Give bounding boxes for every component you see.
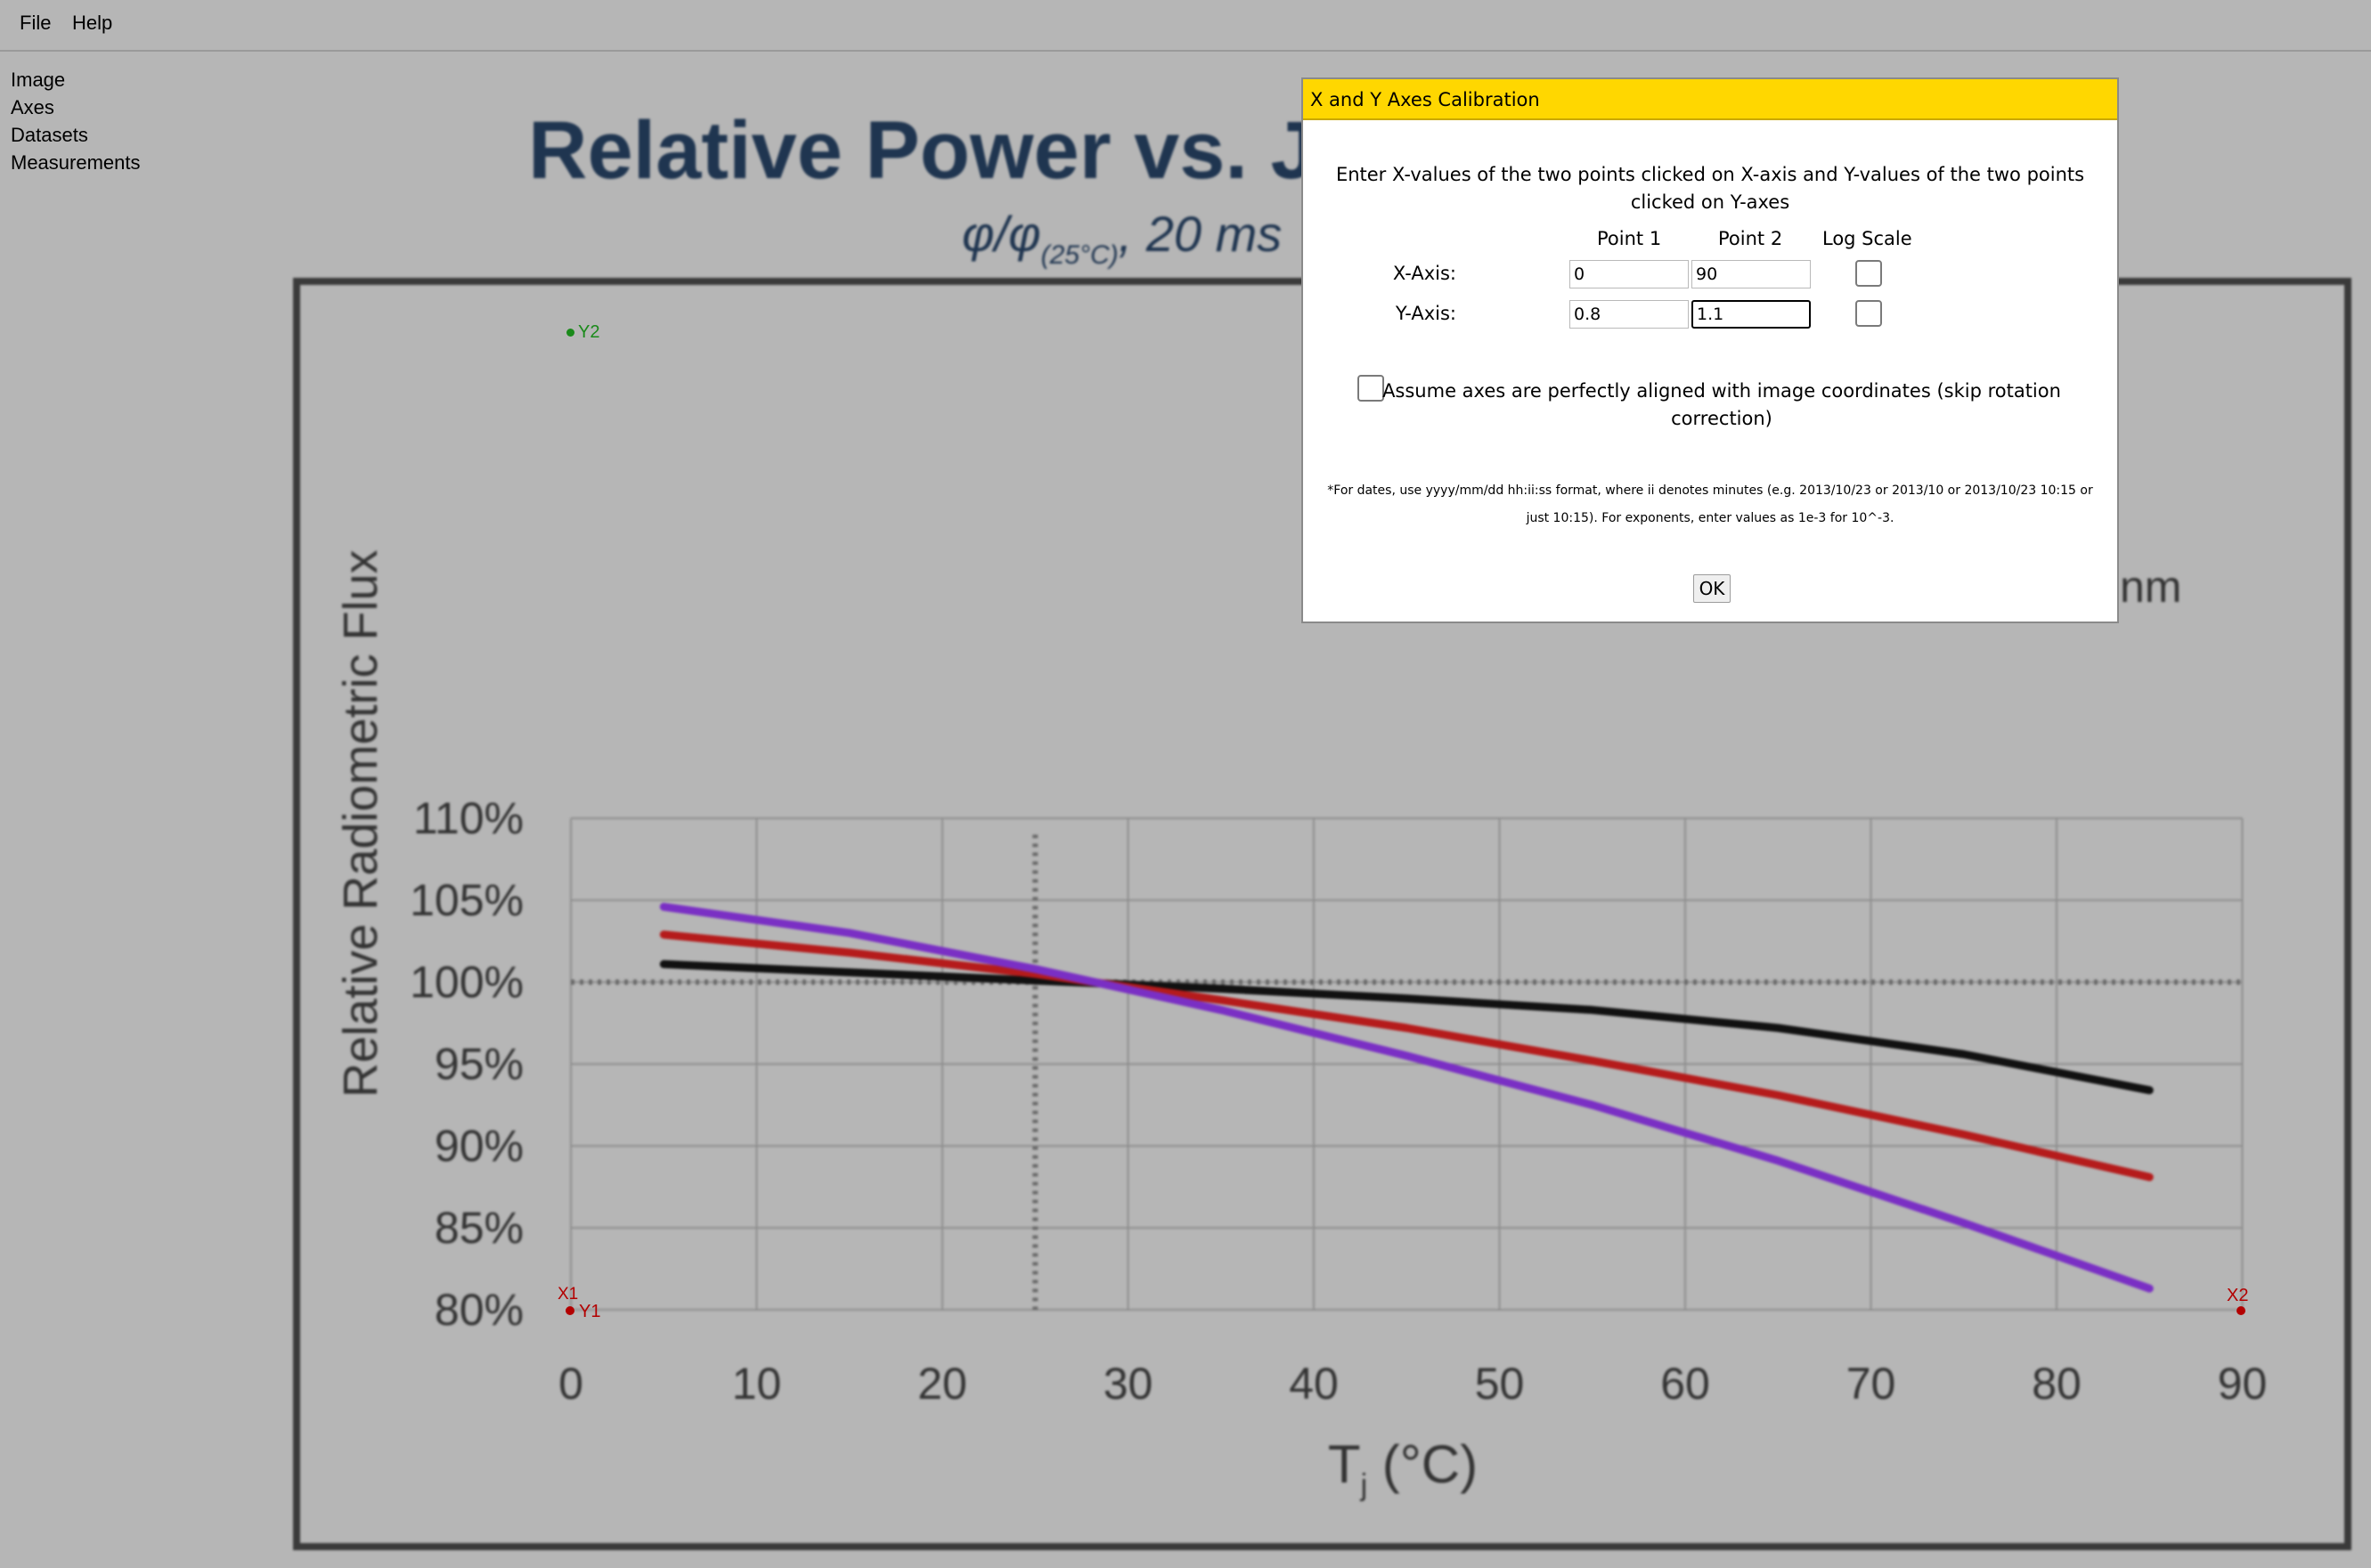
y-tick-label: 80% [435,1285,524,1335]
plot-xlabel-t: T [1328,1434,1361,1494]
plot-curves [659,902,2154,1293]
sidebar: Image Axes Datasets Measurements [11,66,141,176]
sidebar-item-measurements[interactable]: Measurements [11,151,141,174]
x-tick-label: 10 [732,1359,782,1409]
y-tick-label: 100% [410,957,524,1007]
x-point1-input[interactable] [1569,260,1689,288]
x-tick-label: 50 [1475,1359,1525,1409]
col-point1-header: Point 1 [1597,228,1662,249]
menu-file[interactable]: File [20,12,52,34]
x-tick-label: 90 [2218,1359,2268,1409]
x-tick-labels: 0 10 20 30 40 50 60 70 80 90 [558,1359,2267,1409]
y-point1-input[interactable] [1569,300,1689,329]
y2-marker-dot [566,329,574,337]
plot-ylabel: Relative Radiometric Flux [334,549,387,1097]
y-point2-input[interactable] [1691,300,1811,329]
plot-grid [570,817,2244,1311]
plot-subtitle-sub: (25°C) [1041,240,1119,270]
plot-xlabel-sub: j [1360,1468,1368,1502]
plot-title: Relative Power vs. Ju [528,105,1366,196]
dialog-title: X and Y Axes Calibration [1303,79,2117,120]
y1-marker-label: Y1 [579,1302,601,1321]
x2-marker-dot [2237,1306,2245,1315]
align-axes-checkbox[interactable] [1357,375,1384,402]
ok-button[interactable]: OK [1693,574,1731,603]
reference-lines [571,834,2243,1310]
y-tick-labels: 110% 105% 100% 95% 90% 85% 80% [410,793,524,1335]
y-tick-label: 105% [410,875,524,925]
plot-xlabel: Tj (°C) [1328,1434,1478,1502]
plot-subtitle-tail: , 20 ms [1119,206,1283,262]
x-point2-input[interactable] [1691,260,1811,288]
y-log-scale-checkbox[interactable] [1855,300,1882,327]
x-tick-label: 40 [1289,1359,1339,1409]
menu-help[interactable]: Help [72,12,113,34]
x-tick-label: 20 [917,1359,967,1409]
align-axes-label: Assume axes are perfectly aligned with i… [1382,380,2061,429]
curve-purple [659,902,2154,1293]
y-tick-label: 95% [435,1039,524,1089]
sidebar-item-image[interactable]: Image [11,69,66,91]
x-axis-label: X-Axis: [1392,263,1456,284]
x-tick-label: 30 [1104,1359,1153,1409]
y2-marker-label: Y2 [578,322,600,342]
curve-black [659,960,2154,1094]
x-tick-label: 0 [558,1359,583,1409]
dialog-note: *For dates, use yyyy/mm/dd hh:ii:ss form… [1327,483,2093,525]
x1-y1-marker-dot [566,1306,574,1315]
y-tick-label: 90% [435,1121,524,1171]
x1-marker-label: X1 [558,1285,579,1304]
plot-subtitle: φ/φ(25°C), 20 ms [962,206,1282,270]
sidebar-item-datasets[interactable]: Datasets [11,124,88,146]
plot-subtitle-phi: φ/φ [962,206,1041,262]
x-tick-label: 80 [2032,1359,2082,1409]
x-tick-label: 60 [1660,1359,1710,1409]
col-log-header: Log Scale [1822,228,1912,249]
dialog-instructions: Enter X-values of the two points clicked… [1335,164,2085,213]
partial-legend-text: nm [2120,562,2181,612]
axes-calibration-dialog: X and Y Axes Calibration Enter X-values … [1301,77,2119,623]
plot-xlabel-tail: (°C) [1367,1434,1478,1494]
x2-marker-label: X2 [2227,1286,2249,1305]
y-tick-label: 85% [435,1203,524,1253]
y-tick-label: 110% [413,793,524,843]
menubar: File Help [0,0,2371,52]
y-axis-label: Y-Axis: [1395,303,1456,324]
x-log-scale-checkbox[interactable] [1855,260,1882,287]
curve-red [659,930,2154,1182]
sidebar-item-axes[interactable]: Axes [11,96,54,118]
col-point2-header: Point 2 [1718,228,1783,249]
x-tick-label: 70 [1846,1359,1896,1409]
